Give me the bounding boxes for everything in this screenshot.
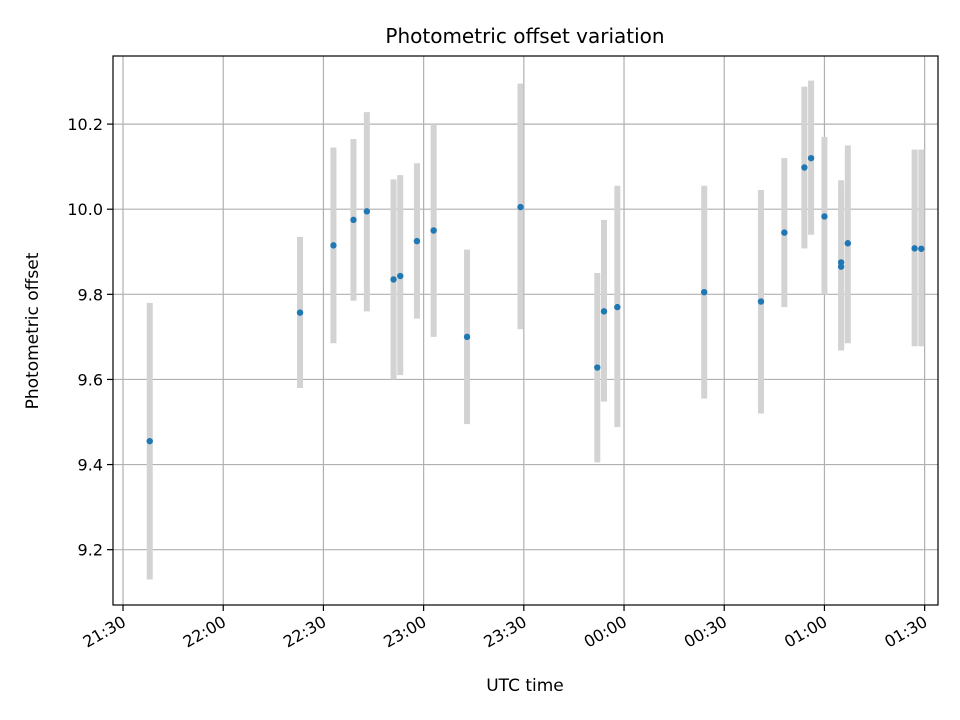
data-point (700, 288, 708, 296)
data-point (781, 229, 788, 236)
data-points (146, 154, 925, 445)
y-tick-label: 9.6 (78, 370, 103, 389)
y-axis-title: Photometric offset (23, 252, 43, 409)
data-point (413, 237, 421, 245)
x-axis-title: UTC time (486, 676, 564, 696)
data-point (918, 245, 925, 252)
x-tick-label: 22:00 (180, 612, 229, 652)
data-point (837, 263, 845, 270)
x-tick-label: 22:30 (280, 612, 329, 652)
data-point (430, 227, 437, 234)
y-tick-label: 9.8 (78, 285, 103, 304)
y-axis-ticks: 9.2 9.4 9.6 9.8 10.0 10.2 (67, 115, 113, 560)
plot-frame (112, 55, 939, 606)
data-point (757, 298, 765, 305)
x-axis-ticks: 21:30 22:00 22:30 23:00 23:30 00:00 00:30 01:00… (80, 605, 931, 652)
data-point (397, 272, 404, 280)
chart-title: Photometric offset variation (385, 24, 664, 48)
x-tick-label: 01:00 (781, 612, 830, 652)
data-point (911, 245, 918, 252)
y-tick-label: 9.4 (78, 456, 103, 475)
x-tick-label: 00:30 (681, 612, 730, 652)
data-point (600, 308, 608, 315)
data-point (330, 242, 337, 249)
data-point (807, 154, 815, 162)
grid-lines (113, 56, 938, 605)
error-bars (146, 80, 925, 580)
x-tick-label: 00:00 (581, 612, 630, 652)
x-tick-label: 23:00 (380, 612, 429, 652)
y-tick-label: 9.2 (78, 541, 103, 560)
data-point (821, 213, 828, 220)
data-point (517, 203, 524, 211)
data-point (390, 276, 397, 283)
data-point (463, 333, 471, 341)
y-tick-label: 10.2 (67, 115, 103, 134)
x-tick-label: 21:30 (80, 612, 129, 652)
data-point (844, 240, 852, 247)
data-point (146, 437, 153, 445)
x-tick-label: 23:30 (480, 612, 529, 652)
data-point (801, 164, 808, 171)
data-point (614, 303, 621, 311)
data-point (296, 309, 304, 316)
data-point (594, 364, 601, 371)
y-tick-label: 10.0 (67, 200, 103, 219)
x-tick-label: 01:30 (881, 612, 930, 652)
data-point (363, 208, 371, 215)
data-point (350, 216, 357, 224)
